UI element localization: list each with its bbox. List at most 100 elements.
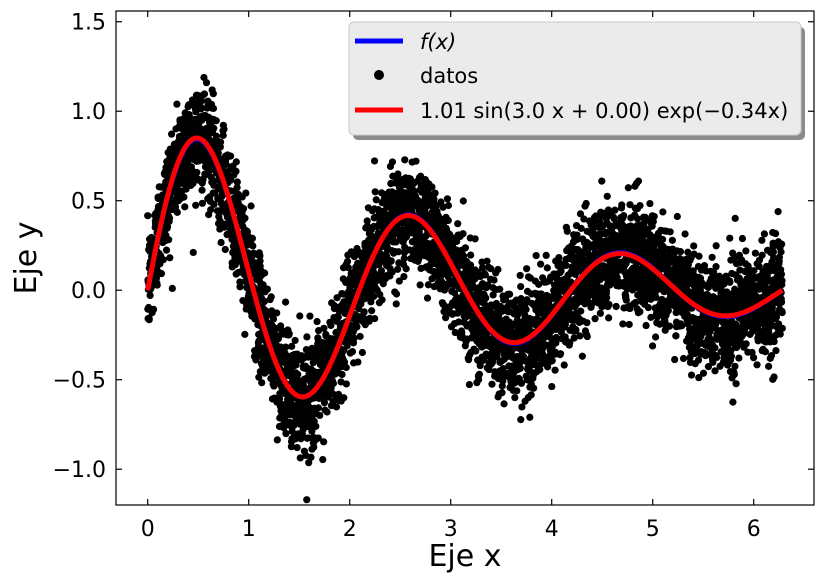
data-point: [267, 293, 275, 301]
data-point: [342, 363, 350, 372]
data-point: [659, 208, 667, 216]
data-point: [258, 379, 266, 387]
data-point: [769, 254, 778, 262]
data-point: [712, 320, 720, 329]
data-point: [173, 208, 181, 216]
data-point: [624, 184, 632, 192]
data-point: [625, 320, 633, 329]
data-point: [634, 177, 643, 185]
data-point: [303, 496, 311, 504]
data-point: [205, 167, 214, 175]
data-point: [220, 125, 228, 133]
data-point: [632, 298, 640, 307]
data-point: [605, 314, 613, 322]
data-point: [233, 178, 241, 186]
data-point: [181, 203, 189, 211]
data-point: [690, 242, 698, 250]
data-point: [340, 358, 349, 366]
data-point: [517, 416, 525, 424]
data-point: [696, 286, 705, 295]
data-point: [490, 276, 498, 284]
data-point: [708, 253, 716, 261]
data-point: [772, 313, 781, 321]
data-point: [496, 285, 504, 293]
data-point: [343, 257, 352, 266]
data-point: [392, 238, 400, 246]
data-point: [684, 248, 692, 256]
data-point: [256, 252, 264, 260]
data-point: [720, 280, 728, 288]
data-point: [668, 236, 676, 244]
data-point: [372, 196, 380, 204]
data-point: [260, 297, 268, 306]
data-point: [437, 228, 445, 236]
data-point: [198, 104, 206, 112]
data-point: [459, 230, 467, 238]
data-point: [542, 251, 550, 259]
data-point: [222, 160, 230, 168]
data-point: [592, 212, 600, 220]
data-point: [269, 315, 278, 323]
data-point: [711, 367, 719, 375]
data-point: [320, 399, 329, 407]
data-point: [320, 324, 328, 332]
data-point: [641, 298, 649, 306]
data-point: [543, 363, 552, 371]
data-point: [333, 294, 341, 302]
data-point: [241, 330, 249, 338]
data-point: [513, 387, 521, 395]
data-point: [731, 214, 739, 222]
data-point: [392, 300, 400, 308]
data-point: [157, 270, 166, 278]
data-point: [753, 361, 761, 369]
data-point: [314, 404, 323, 412]
data-point: [522, 305, 530, 313]
data-point: [774, 207, 782, 216]
data-point: [313, 317, 321, 326]
data-point: [516, 271, 524, 280]
data-point: [198, 186, 206, 194]
data-point: [431, 189, 439, 197]
data-point: [416, 281, 424, 289]
data-point: [459, 252, 468, 260]
data-point: [603, 294, 611, 302]
data-point: [368, 307, 376, 315]
data-point: [371, 314, 379, 323]
data-point: [755, 262, 763, 271]
data-point: [498, 389, 506, 397]
data-point: [247, 202, 255, 210]
data-point: [713, 353, 721, 362]
data-point: [493, 353, 501, 361]
data-point: [758, 251, 766, 259]
data-point: [236, 283, 244, 291]
data-point: [394, 248, 403, 256]
data-point: [232, 158, 240, 166]
data-point: [233, 184, 241, 192]
data-point: [659, 235, 667, 244]
data-point: [282, 429, 290, 438]
data-point: [314, 434, 322, 442]
data-point: [180, 193, 188, 201]
data-point: [472, 347, 480, 355]
data-point: [488, 380, 496, 388]
data-point: [611, 206, 619, 214]
data-point: [293, 444, 301, 452]
data-point: [583, 332, 591, 341]
data-point: [543, 264, 551, 272]
data-point: [329, 379, 338, 388]
data-point: [476, 361, 484, 370]
data-point: [282, 352, 291, 360]
data-point: [306, 312, 314, 320]
data-point: [596, 309, 604, 317]
data-point: [227, 152, 235, 160]
data-point: [219, 131, 227, 139]
data-point: [320, 438, 328, 446]
data-point: [765, 362, 773, 370]
data-point: [560, 361, 568, 369]
data-point: [619, 320, 627, 328]
data-point: [292, 361, 300, 369]
data-point: [192, 201, 200, 209]
data-point: [523, 265, 531, 273]
data-point: [506, 290, 514, 298]
data-point: [282, 343, 290, 351]
